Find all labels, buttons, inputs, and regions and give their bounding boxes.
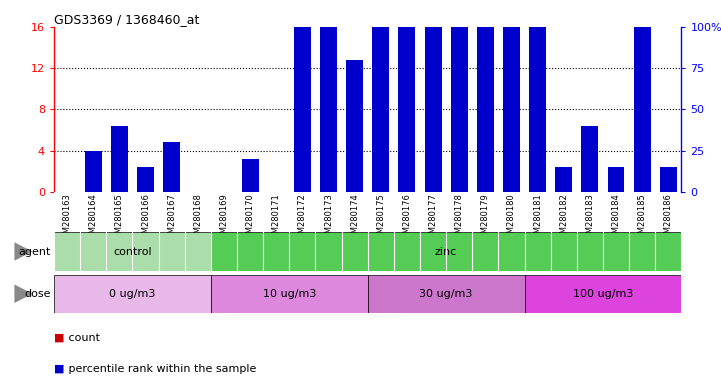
Bar xyxy=(399,0,415,192)
Bar xyxy=(524,275,681,313)
Bar xyxy=(529,142,546,192)
Bar xyxy=(137,190,154,192)
Bar xyxy=(346,141,363,192)
Bar xyxy=(372,141,389,192)
Text: 100 ug/m3: 100 ug/m3 xyxy=(572,289,633,299)
Text: ■: ■ xyxy=(54,333,65,343)
Text: GDS3369 / 1368460_at: GDS3369 / 1368460_at xyxy=(54,13,200,26)
Text: zinc: zinc xyxy=(435,247,457,257)
Text: 30 ug/m3: 30 ug/m3 xyxy=(420,289,473,299)
Bar xyxy=(529,0,546,192)
Bar xyxy=(608,190,624,192)
Bar xyxy=(581,126,598,192)
Bar xyxy=(451,128,468,192)
Bar xyxy=(660,167,677,192)
Bar xyxy=(503,0,520,192)
Text: 10 ug/m3: 10 ug/m3 xyxy=(262,289,316,299)
Bar xyxy=(660,190,677,192)
Bar xyxy=(242,187,259,192)
Bar xyxy=(425,0,441,192)
Bar xyxy=(85,185,102,192)
Bar xyxy=(608,167,624,192)
Bar xyxy=(294,141,311,192)
Text: ■: ■ xyxy=(54,364,65,374)
Bar xyxy=(85,151,102,192)
Bar xyxy=(634,29,650,192)
Bar xyxy=(346,60,363,192)
Text: percentile rank within the sample: percentile rank within the sample xyxy=(65,364,256,374)
Bar xyxy=(399,141,415,192)
Bar xyxy=(477,101,494,192)
Bar xyxy=(163,182,180,192)
Bar xyxy=(54,232,211,271)
Text: agent: agent xyxy=(18,247,50,257)
Bar xyxy=(163,142,180,192)
Bar xyxy=(634,0,650,192)
Bar xyxy=(320,135,337,192)
Bar xyxy=(451,0,468,192)
Bar xyxy=(425,171,441,192)
Polygon shape xyxy=(14,242,32,261)
Text: count: count xyxy=(65,333,100,343)
Bar xyxy=(111,163,128,192)
Text: 0 ug/m3: 0 ug/m3 xyxy=(110,289,156,299)
Bar xyxy=(242,159,259,192)
Bar xyxy=(555,167,572,192)
Polygon shape xyxy=(14,285,32,303)
Bar xyxy=(294,27,311,192)
Text: control: control xyxy=(113,247,152,257)
Bar xyxy=(211,232,681,271)
Bar xyxy=(503,97,520,192)
Bar xyxy=(111,126,128,192)
Text: dose: dose xyxy=(24,289,50,299)
Bar xyxy=(477,0,494,192)
Bar xyxy=(211,275,368,313)
Bar xyxy=(372,0,389,192)
Bar xyxy=(137,167,154,192)
Bar xyxy=(368,275,524,313)
Bar xyxy=(320,27,337,192)
Bar xyxy=(581,158,598,192)
Bar xyxy=(54,275,211,313)
